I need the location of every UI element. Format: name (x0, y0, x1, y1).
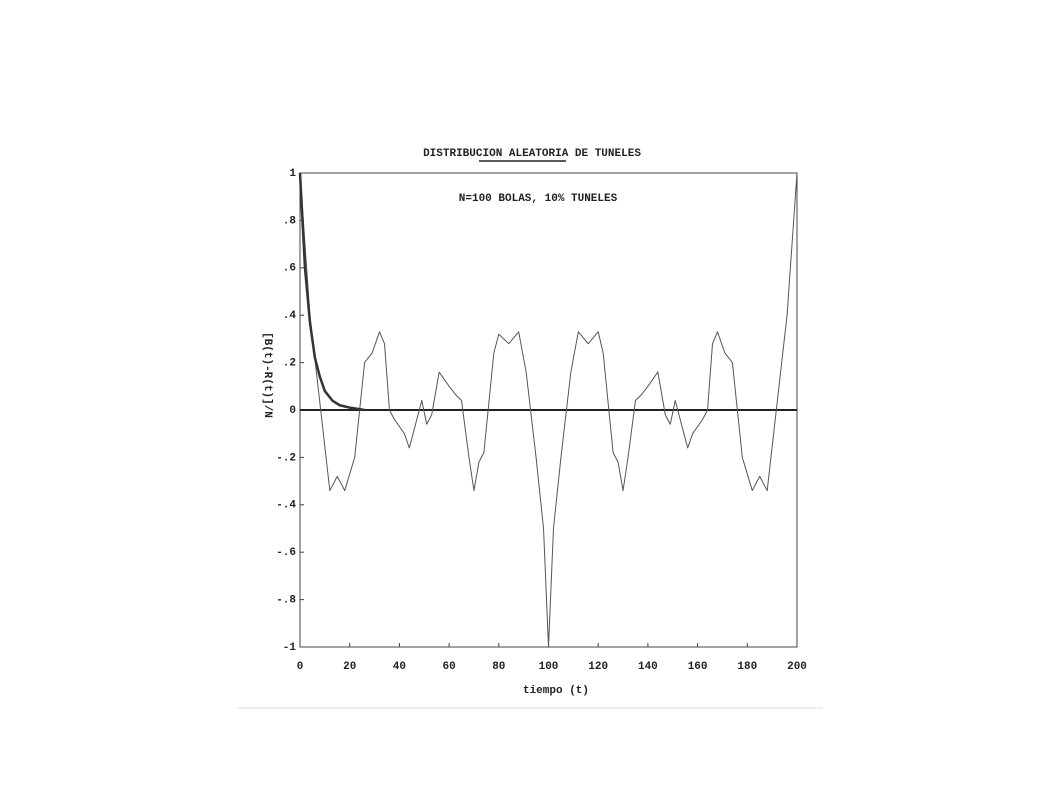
x-tick-label: 100 (539, 661, 559, 673)
annotation: N=100 BOLAS, 10% TUNELES (459, 193, 618, 205)
y-tick-label: -.2 (276, 452, 296, 464)
x-tick-label: 60 (442, 661, 455, 673)
y-tick-label: .4 (283, 310, 297, 322)
y-tick-label: 0 (289, 405, 296, 417)
y-tick-label: .2 (283, 358, 296, 370)
x-tick-label: 120 (588, 661, 608, 673)
x-tick-label: 200 (787, 661, 807, 673)
y-tick-label: -.4 (276, 500, 296, 512)
x-tick-label: 80 (492, 661, 505, 673)
y-tick-label: 1 (289, 168, 296, 180)
x-tick-label: 160 (688, 661, 708, 673)
y-axis-label: [B(t)-R(t)]/N (261, 332, 273, 418)
x-tick-label: 180 (737, 661, 757, 673)
y-tick-label: -1 (283, 642, 297, 654)
data-line (298, 172, 365, 412)
x-tick-label: 20 (343, 661, 356, 673)
y-tick-label: .6 (283, 263, 296, 275)
y-tick-label: -.6 (276, 547, 296, 559)
x-axis-label: tiempo (t) (523, 685, 589, 697)
x-tick-label: 140 (638, 661, 658, 673)
data-line (299, 172, 798, 648)
y-tick-label: .8 (283, 215, 297, 227)
x-tick-label: 40 (393, 661, 406, 673)
chart-title: DISTRIBUCION ALEATORIA DE TUNELES (423, 148, 641, 160)
x-tick-label: 0 (297, 661, 304, 673)
y-tick-label: -.8 (276, 595, 296, 607)
